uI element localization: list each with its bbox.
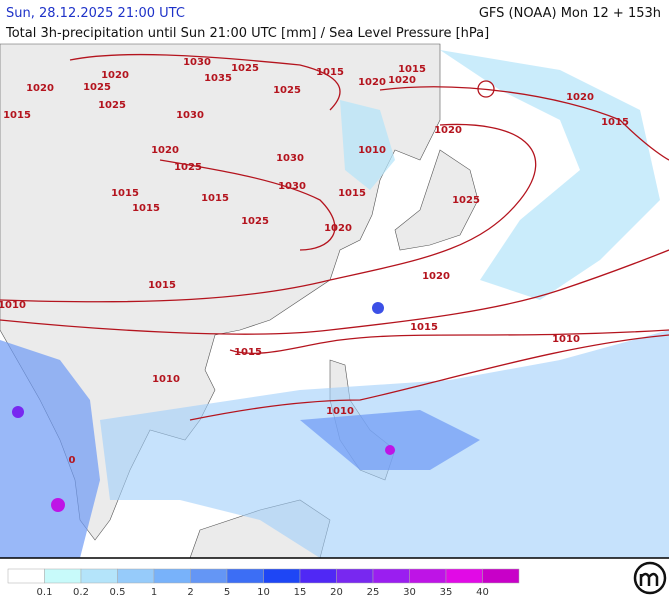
isobar-label: 1020 bbox=[566, 92, 594, 103]
legend-label: 15 bbox=[294, 587, 307, 598]
logo-mark bbox=[639, 572, 659, 586]
isobar-label: 1010 bbox=[358, 145, 386, 156]
isobar-label: 1030 bbox=[183, 57, 211, 68]
legend-swatch bbox=[226, 568, 264, 584]
precip-area bbox=[0, 340, 100, 558]
isobar-label: 1010 bbox=[326, 406, 354, 417]
legend-swatch bbox=[44, 568, 82, 584]
isobar-label: 1030 bbox=[176, 110, 204, 121]
parameter: Total 3h-precipitation until Sun 21:00 U… bbox=[6, 26, 490, 41]
isobar bbox=[159, 159, 336, 251]
isobar-label: 1035 bbox=[204, 73, 232, 84]
legend-swatch bbox=[372, 568, 410, 584]
legend-label: 10 bbox=[257, 587, 270, 598]
legend-label: 1 bbox=[151, 587, 157, 598]
isobar-label: 1020 bbox=[434, 125, 462, 136]
legend-swatch bbox=[80, 568, 118, 584]
isobar-label: 1020 bbox=[324, 223, 352, 234]
precip-area bbox=[440, 50, 660, 300]
isobar bbox=[229, 329, 669, 354]
legend-label: 20 bbox=[330, 587, 343, 598]
isobar-label: 1015 bbox=[111, 188, 139, 199]
isobar-label: 1025 bbox=[273, 85, 301, 96]
legend-swatch bbox=[409, 568, 447, 584]
isobar-label: 1015 bbox=[3, 110, 31, 121]
isobar-label: 1015 bbox=[398, 64, 426, 75]
isobar-label: 1015 bbox=[338, 188, 366, 199]
legend-swatch bbox=[482, 568, 520, 584]
legend-label: 35 bbox=[440, 587, 453, 598]
precip-area bbox=[340, 100, 395, 190]
legend-label: 0.1 bbox=[37, 587, 53, 598]
isobar bbox=[0, 123, 537, 303]
valid-time: Sun, 28.12.2025 21:00 UTC bbox=[6, 6, 185, 21]
isobar-labels: 1020102010251025101510301035102510301025… bbox=[0, 57, 629, 466]
isobar-label: 1015 bbox=[148, 280, 176, 291]
isobars bbox=[0, 53, 669, 421]
legend-label: 30 bbox=[403, 587, 416, 598]
legend-swatch bbox=[190, 568, 228, 584]
isobar-label: 1025 bbox=[98, 100, 126, 111]
isobar bbox=[189, 334, 669, 421]
legend-swatch bbox=[153, 568, 191, 584]
isobar bbox=[379, 86, 669, 161]
precip-cell bbox=[372, 302, 384, 314]
isobar-label: 1015 bbox=[410, 322, 438, 333]
logo bbox=[633, 561, 667, 595]
isobar bbox=[477, 80, 495, 98]
japan bbox=[394, 149, 479, 251]
legend-swatch bbox=[263, 568, 301, 584]
isobar-label: 1030 bbox=[276, 153, 304, 164]
isobar-label: 1015 bbox=[601, 117, 629, 128]
isobar-label: 1015 bbox=[316, 67, 344, 78]
precip-cell bbox=[12, 406, 24, 418]
isobar-label: 1010 bbox=[0, 300, 26, 311]
isobar-label: 1025 bbox=[83, 82, 111, 93]
isobar-label: 1025 bbox=[174, 162, 202, 173]
precip-cell bbox=[385, 445, 395, 455]
isobar-label: 1025 bbox=[452, 195, 480, 206]
legend-swatch bbox=[336, 568, 374, 584]
legend-swatch bbox=[117, 568, 155, 584]
isobar-label: 1020 bbox=[358, 77, 386, 88]
isobar bbox=[69, 53, 341, 111]
isobar-label: 1010 bbox=[552, 334, 580, 345]
model-run: GFS (NOAA) Mon 12 + 153h bbox=[478, 6, 661, 21]
isobar-label: 1015 bbox=[132, 203, 160, 214]
legend-swatch bbox=[299, 568, 337, 584]
isobar-label: 1020 bbox=[388, 75, 416, 86]
legend-swatch bbox=[445, 568, 483, 584]
isobar-label: 1025 bbox=[231, 63, 259, 74]
isobar-label: 1025 bbox=[241, 216, 269, 227]
precip-area bbox=[300, 410, 480, 470]
isobar-label: 0 bbox=[69, 455, 76, 466]
precip-cell bbox=[51, 498, 65, 512]
legend-label: 0.2 bbox=[73, 587, 89, 598]
legend-label: 40 bbox=[476, 587, 489, 598]
legend-label: 2 bbox=[187, 587, 193, 598]
isobar-label: 1015 bbox=[201, 193, 229, 204]
isobar-label: 1020 bbox=[422, 271, 450, 282]
isobar-label: 1030 bbox=[278, 181, 306, 192]
isobar-label: 1020 bbox=[26, 83, 54, 94]
isobar-label: 1010 bbox=[152, 374, 180, 385]
isobar-label: 1020 bbox=[101, 70, 129, 81]
legend-label: 25 bbox=[367, 587, 380, 598]
legend-label: 5 bbox=[224, 587, 230, 598]
isobar bbox=[0, 249, 669, 335]
legend-label: 0.5 bbox=[110, 587, 126, 598]
legend: 0.1 0.2 0.5 1 2 5 10 15 20 25 30 35 40 bbox=[7, 568, 520, 598]
isobar-label: 1015 bbox=[234, 347, 262, 358]
isobar-label: 1020 bbox=[151, 145, 179, 156]
legend-swatch bbox=[7, 568, 45, 584]
